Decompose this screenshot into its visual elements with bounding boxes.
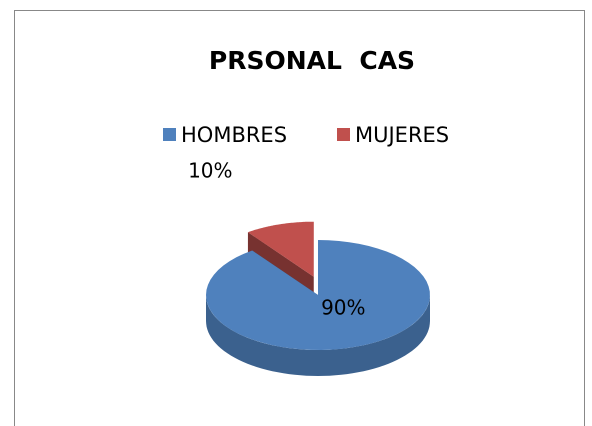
chart-title: PRSONAL CAS (209, 46, 415, 75)
slice-side (206, 295, 430, 376)
chart-frame (14, 10, 585, 426)
data-label: 90% (321, 296, 365, 320)
slice (247, 221, 314, 277)
legend-swatch (337, 128, 350, 141)
data-label: 10% (188, 159, 232, 183)
legend-swatch (163, 128, 176, 141)
slice (206, 240, 430, 350)
legend-label: HOMBRES (181, 123, 287, 147)
legend-label: MUJERES (355, 123, 449, 147)
